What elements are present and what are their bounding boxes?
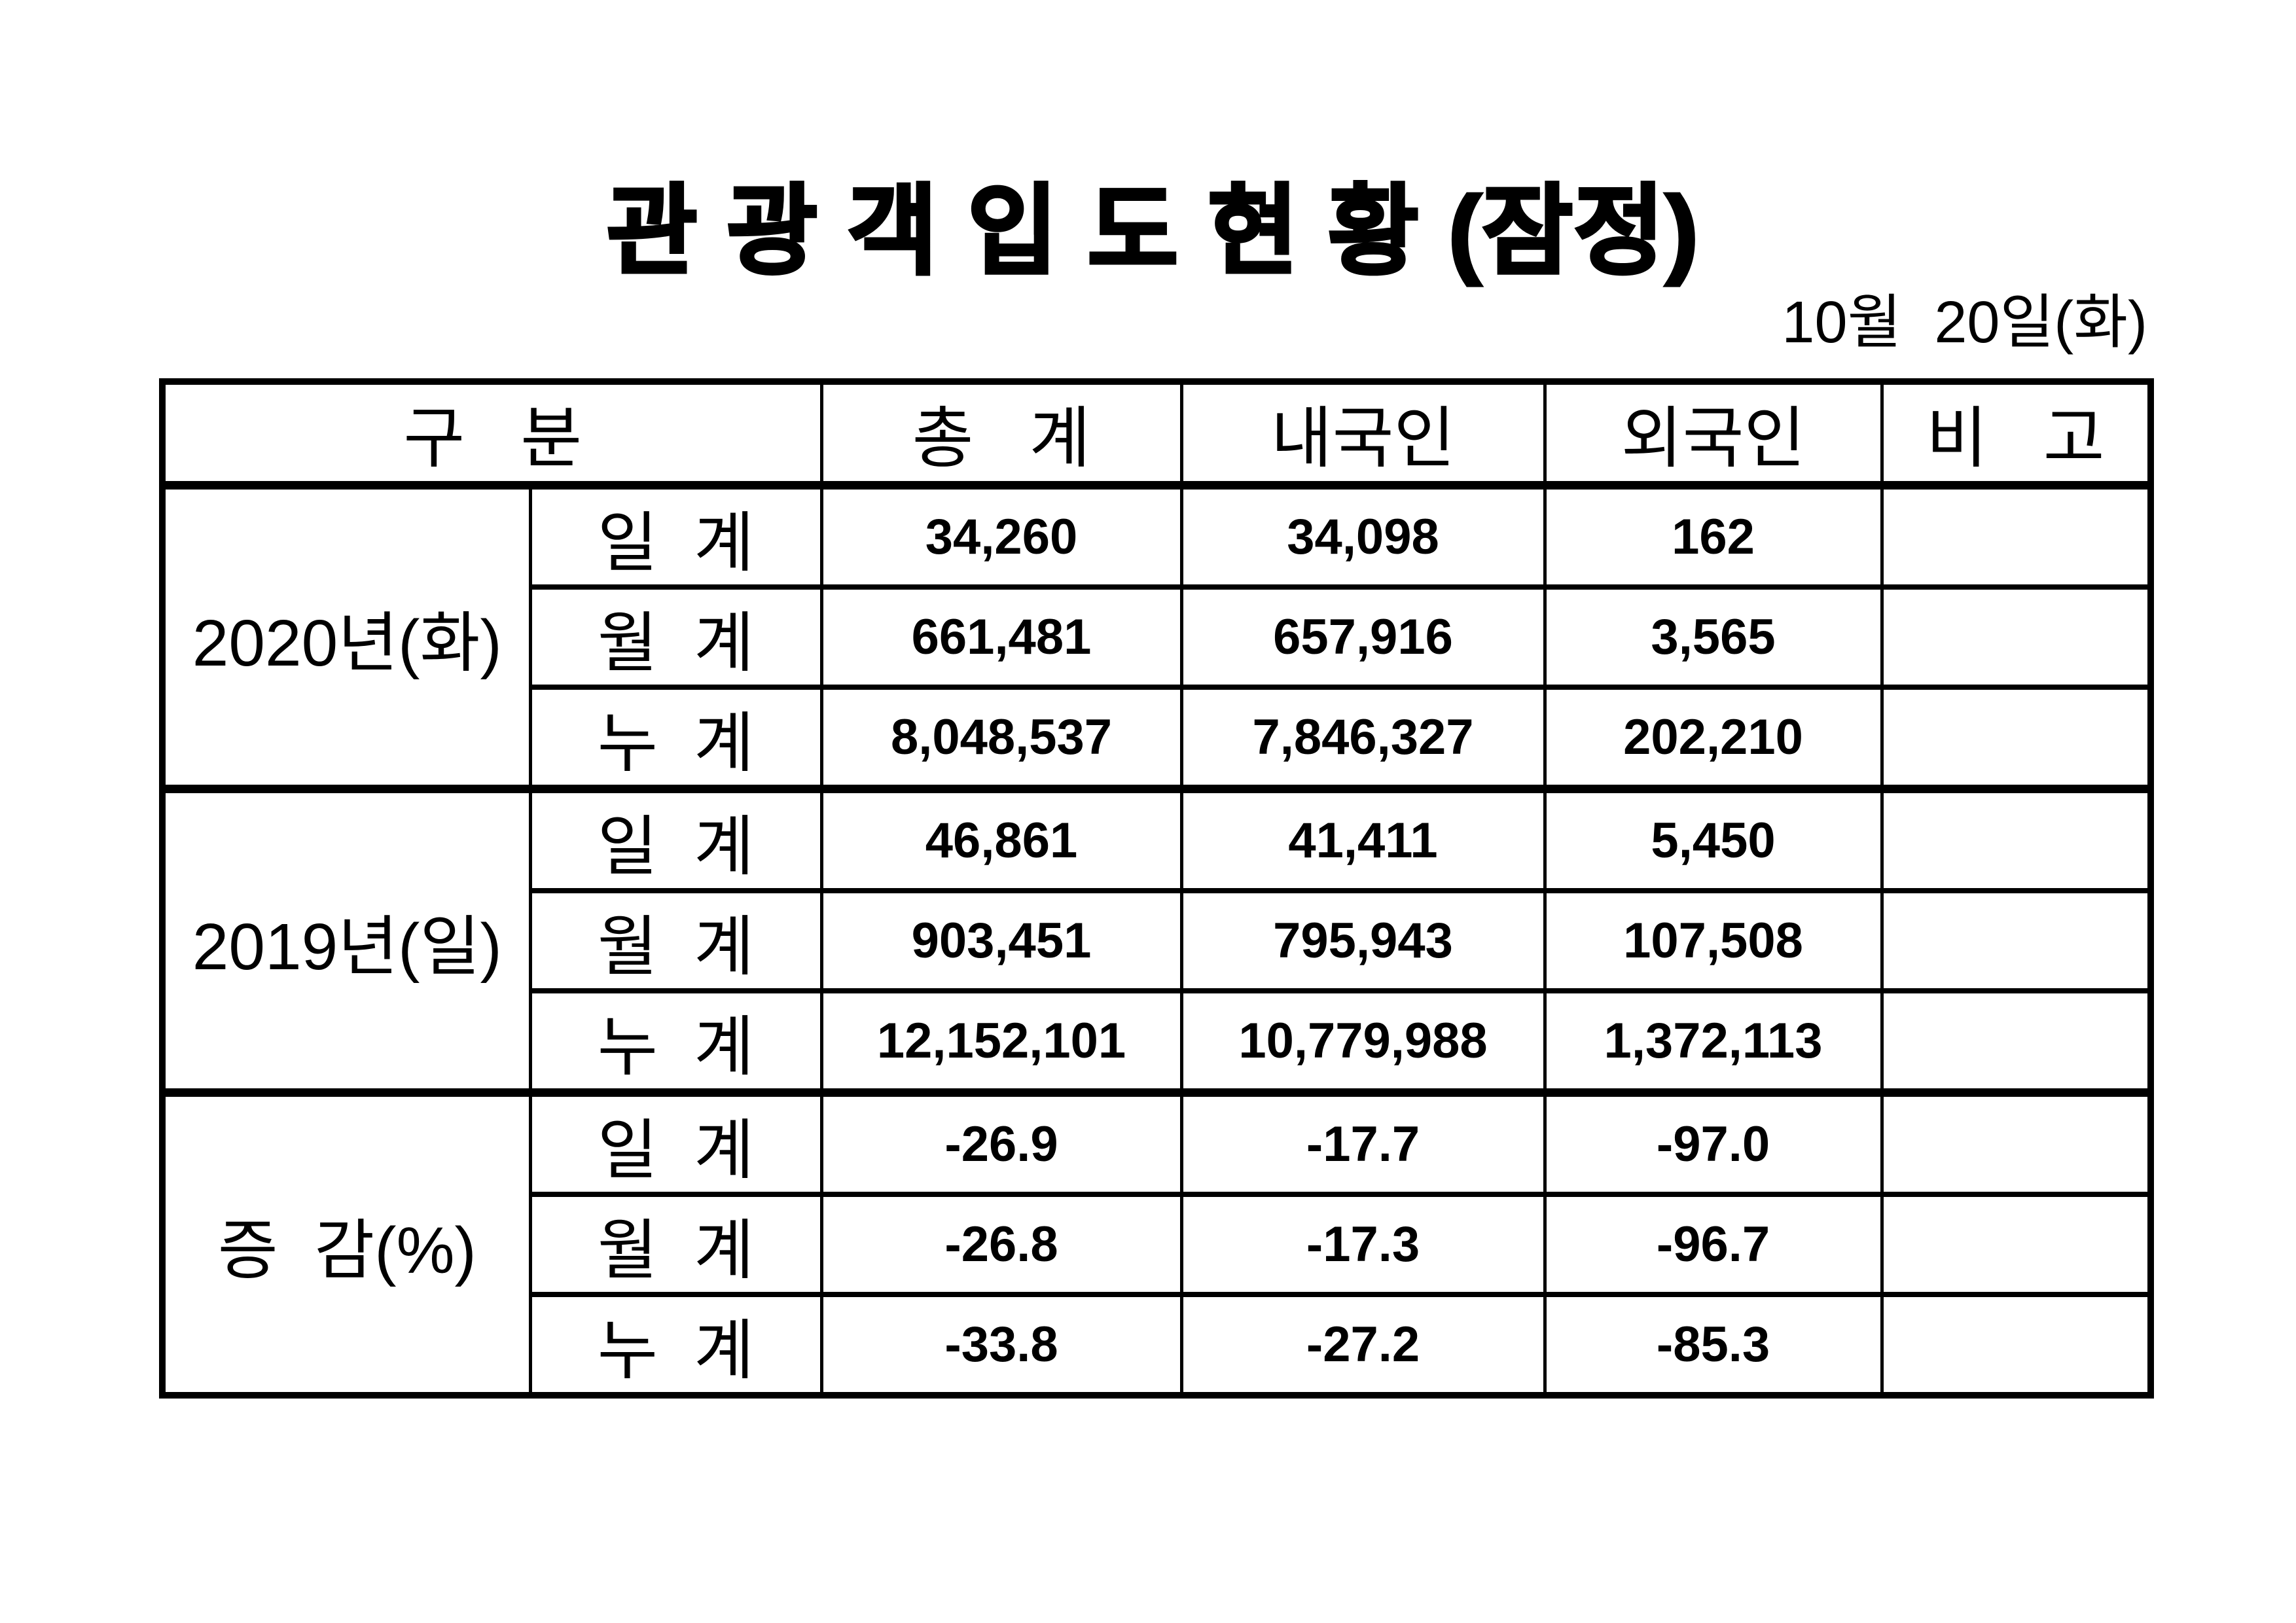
table-row: 2020년(화) 일 계 34,260 34,098 162 <box>160 482 2153 792</box>
note-cell <box>1880 785 2153 893</box>
foreign-value: 1,372,113 <box>1543 988 1884 1096</box>
note-cell <box>1880 482 2153 590</box>
foreign-value: 107,508 <box>1543 888 1884 993</box>
foreign-value: -85.3 <box>1543 1292 1884 1398</box>
domestic-value: 7,846,327 <box>1179 685 1547 792</box>
period-label: 월 계 <box>528 888 823 993</box>
period-label: 월 계 <box>528 584 823 690</box>
note-cell <box>1880 1292 2153 1398</box>
period-label: 누 계 <box>528 988 823 1096</box>
note-cell <box>1880 1192 2153 1297</box>
header-domestic: 내국인 <box>1179 379 1547 490</box>
foreign-value: -97.0 <box>1543 1088 1884 1197</box>
period-label: 월 계 <box>528 1192 823 1297</box>
total-value: -26.9 <box>819 1088 1183 1197</box>
tourist-arrival-table: 구 분 총 계 내국인 외국인 비 고 2020년(화) 일 계 34,260 … <box>159 378 2155 1399</box>
table-row: 누 계 12,152,101 10,779,988 1,372,113 <box>162 988 2153 1096</box>
domestic-value: 41,411 <box>1179 785 1547 893</box>
total-value: -33.8 <box>819 1292 1183 1398</box>
period-label: 일 계 <box>528 1088 823 1197</box>
domestic-value: -17.3 <box>1179 1192 1547 1297</box>
total-value: -26.8 <box>819 1192 1183 1297</box>
foreign-value: 3,565 <box>1543 584 1884 690</box>
total-value: 903,451 <box>819 888 1183 993</box>
table-row: 월 계 903,451 795,943 107,508 <box>162 888 2153 993</box>
total-value: 46,861 <box>819 785 1183 893</box>
table-row: 누 계 -33.8 -27.2 -85.3 <box>162 1292 2153 1398</box>
foreign-value: 202,210 <box>1543 685 1884 792</box>
domestic-value: -27.2 <box>1179 1292 1547 1398</box>
note-cell <box>1880 584 2153 690</box>
note-cell <box>1880 888 2153 993</box>
header-row: 구 분 총 계 내국인 외국인 비 고 <box>160 379 2153 490</box>
domestic-value: 795,943 <box>1179 888 1547 993</box>
header-category: 구 분 <box>160 379 823 490</box>
total-value: 34,260 <box>819 482 1183 590</box>
group-label-2020: 2020년(화) <box>160 482 532 792</box>
domestic-value: -17.7 <box>1179 1088 1547 1197</box>
domestic-value: 657,916 <box>1179 584 1547 690</box>
foreign-value: 5,450 <box>1543 785 1884 893</box>
report-date: 10월 20일(화) <box>1782 290 2147 355</box>
domestic-value: 10,779,988 <box>1179 988 1547 1096</box>
group-label-change: 증 감(%) <box>160 1088 532 1398</box>
period-label: 누 계 <box>528 1292 823 1398</box>
foreign-value: -96.7 <box>1543 1192 1884 1297</box>
note-cell <box>1880 988 2153 1096</box>
note-cell <box>1880 685 2153 792</box>
table-row: 월 계 -26.8 -17.3 -96.7 <box>162 1192 2153 1297</box>
foreign-value: 162 <box>1543 482 1884 590</box>
period-label: 누 계 <box>528 685 823 792</box>
period-label: 일 계 <box>528 785 823 893</box>
table-row: 월 계 661,481 657,916 3,565 <box>162 584 2153 690</box>
header-note: 비 고 <box>1880 379 2153 490</box>
total-value: 8,048,537 <box>819 685 1183 792</box>
header-foreign: 외국인 <box>1543 379 1884 490</box>
domestic-value: 34,098 <box>1179 482 1547 590</box>
table-row: 누 계 8,048,537 7,846,327 202,210 <box>162 685 2153 792</box>
header-total: 총 계 <box>819 379 1183 490</box>
total-value: 12,152,101 <box>819 988 1183 1096</box>
group-label-2019: 2019년(일) <box>160 785 532 1096</box>
document-title: 관 광 객 입 도 현 황 (잠정) <box>605 176 1700 286</box>
total-value: 661,481 <box>819 584 1183 690</box>
table-row: 증 감(%) 일 계 -26.9 -17.7 -97.0 <box>160 1088 2153 1398</box>
table-row: 2019년(일) 일 계 46,861 41,411 5,450 <box>160 785 2153 1096</box>
period-label: 일 계 <box>528 482 823 590</box>
note-cell <box>1880 1088 2153 1197</box>
